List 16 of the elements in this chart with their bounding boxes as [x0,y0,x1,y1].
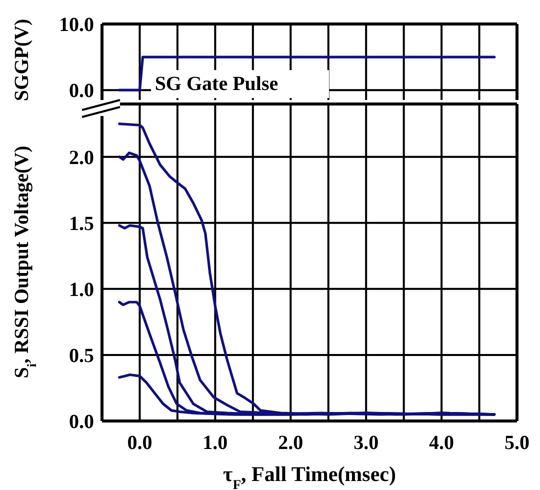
y-tick-label: 0.5 [69,344,94,367]
y-tick-label: 10.0 [59,14,94,36]
x-axis-title: τ$_{F}$, Fall Time(msec) [223,462,396,490]
y-tick-label: 1.5 [69,212,94,235]
annotation: SG Gate Pulse [154,73,278,96]
y-tick-label: 2.0 [69,146,94,169]
y-tick-label: 0.0 [69,80,94,102]
x-tick-label: 2.0 [278,432,304,454]
x-tick-label: 0.0 [127,432,152,454]
y-axis-title: SGGP(V) [11,18,33,102]
y-tick-label: 0.0 [69,411,94,433]
y-tick-label: 1.0 [69,278,94,301]
x-tick-label: 1.0 [202,432,228,454]
x-tick-label: 3.0 [354,432,379,454]
x-tick-label: 5.0 [504,432,530,454]
x-tick-label: 4.0 [429,432,454,454]
